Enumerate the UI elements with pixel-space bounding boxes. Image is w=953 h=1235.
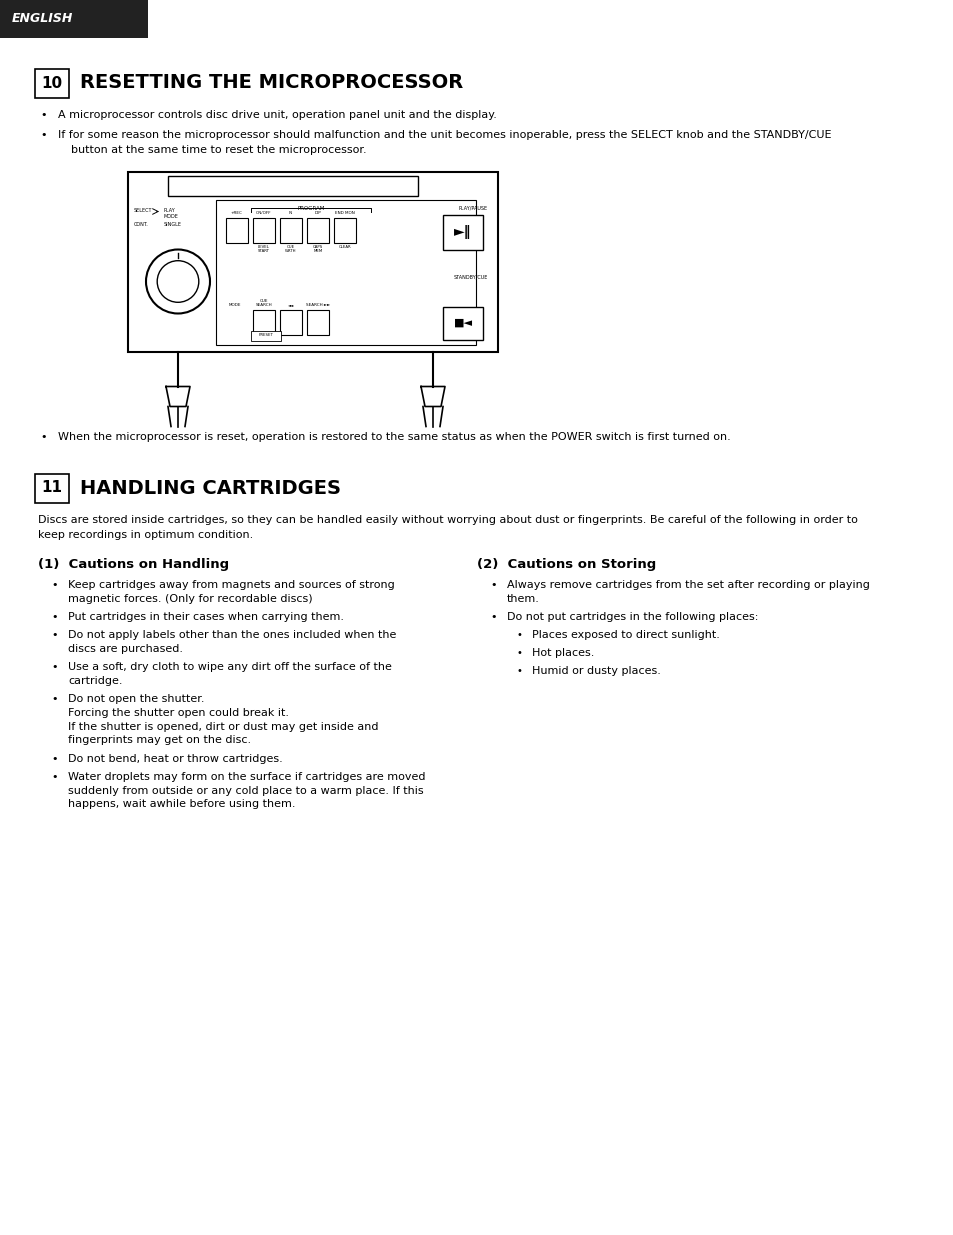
Text: •: • bbox=[51, 662, 58, 673]
Text: ►‖: ►‖ bbox=[454, 225, 471, 240]
FancyBboxPatch shape bbox=[253, 310, 274, 335]
Text: ◄◄: ◄◄ bbox=[288, 304, 294, 308]
Text: suddenly from outside or any cold place to a warm place. If this: suddenly from outside or any cold place … bbox=[68, 785, 423, 795]
Text: DIP: DIP bbox=[314, 211, 321, 215]
Text: Keep cartridges away from magnets and sources of strong: Keep cartridges away from magnets and so… bbox=[68, 580, 395, 590]
Text: them.: them. bbox=[506, 594, 539, 604]
Text: CUE
SEARCH: CUE SEARCH bbox=[255, 299, 272, 308]
FancyBboxPatch shape bbox=[251, 331, 281, 341]
Text: HANDLING CARTRIDGES: HANDLING CARTRIDGES bbox=[80, 478, 340, 498]
Text: ■◄: ■◄ bbox=[453, 317, 472, 329]
FancyBboxPatch shape bbox=[253, 217, 274, 242]
Text: CUE: CUE bbox=[287, 245, 294, 248]
Text: Put cartridges in their cases when carrying them.: Put cartridges in their cases when carry… bbox=[68, 613, 344, 622]
Text: 10: 10 bbox=[41, 75, 63, 90]
Text: Water droplets may form on the surface if cartridges are moved: Water droplets may form on the surface i… bbox=[68, 772, 425, 782]
Text: cartridge.: cartridge. bbox=[68, 676, 122, 685]
Text: •: • bbox=[516, 631, 521, 641]
FancyBboxPatch shape bbox=[128, 172, 497, 352]
Text: SEARCH ►►: SEARCH ►► bbox=[306, 304, 330, 308]
Text: MEM: MEM bbox=[313, 249, 322, 253]
Text: +REC: +REC bbox=[231, 211, 243, 215]
Text: CLEAR: CLEAR bbox=[338, 245, 351, 248]
Text: keep recordings in optimum condition.: keep recordings in optimum condition. bbox=[38, 531, 253, 541]
Text: discs are purchased.: discs are purchased. bbox=[68, 643, 183, 655]
Text: SELECT: SELECT bbox=[133, 207, 152, 212]
Text: Do not apply labels other than the ones included when the: Do not apply labels other than the ones … bbox=[68, 631, 395, 641]
Text: CAPS: CAPS bbox=[313, 245, 323, 248]
Text: Forcing the shutter open could break it.: Forcing the shutter open could break it. bbox=[68, 708, 289, 718]
FancyBboxPatch shape bbox=[0, 0, 148, 38]
Text: Always remove cartridges from the set after recording or playing: Always remove cartridges from the set af… bbox=[506, 580, 869, 590]
Text: fingerprints may get on the disc.: fingerprints may get on the disc. bbox=[68, 735, 251, 745]
FancyBboxPatch shape bbox=[334, 217, 355, 242]
Text: If the shutter is opened, dirt or dust may get inside and: If the shutter is opened, dirt or dust m… bbox=[68, 721, 378, 731]
Text: •: • bbox=[51, 772, 58, 782]
Text: Hot places.: Hot places. bbox=[532, 648, 594, 658]
Text: SINGLE: SINGLE bbox=[164, 221, 182, 226]
Text: •: • bbox=[41, 130, 48, 140]
FancyBboxPatch shape bbox=[35, 69, 69, 98]
Polygon shape bbox=[166, 387, 190, 406]
FancyBboxPatch shape bbox=[442, 215, 482, 249]
Text: ON/OFF: ON/OFF bbox=[256, 211, 272, 215]
Text: Do not put cartridges in the following places:: Do not put cartridges in the following p… bbox=[506, 613, 758, 622]
Text: WRTH: WRTH bbox=[285, 249, 296, 253]
Text: button at the same time to reset the microprocessor.: button at the same time to reset the mic… bbox=[71, 144, 366, 156]
Text: Do not bend, heat or throw cartridges.: Do not bend, heat or throw cartridges. bbox=[68, 753, 282, 763]
Text: MODE: MODE bbox=[229, 304, 241, 308]
Text: •: • bbox=[51, 580, 58, 590]
Text: When the microprocessor is reset, operation is restored to the same status as wh: When the microprocessor is reset, operat… bbox=[58, 431, 730, 441]
Text: •: • bbox=[51, 694, 58, 704]
FancyBboxPatch shape bbox=[280, 217, 302, 242]
Text: PRESET: PRESET bbox=[258, 333, 274, 337]
Text: STANDBY/CUE: STANDBY/CUE bbox=[453, 274, 488, 279]
Text: Discs are stored inside cartridges, so they can be handled easily without worryi: Discs are stored inside cartridges, so t… bbox=[38, 515, 857, 525]
FancyBboxPatch shape bbox=[442, 306, 482, 340]
Text: •: • bbox=[41, 110, 48, 120]
Text: •: • bbox=[51, 753, 58, 763]
Text: MODE: MODE bbox=[164, 214, 178, 219]
Text: (2)  Cautions on Storing: (2) Cautions on Storing bbox=[476, 558, 656, 571]
Text: •: • bbox=[490, 613, 497, 622]
Text: RESETTING THE MICROPROCESSOR: RESETTING THE MICROPROCESSOR bbox=[80, 74, 463, 93]
Text: IN: IN bbox=[289, 211, 293, 215]
Text: •: • bbox=[516, 666, 521, 676]
Text: PROGRAM: PROGRAM bbox=[297, 205, 324, 210]
Text: START: START bbox=[257, 249, 270, 253]
Text: •: • bbox=[490, 580, 497, 590]
Text: •: • bbox=[51, 613, 58, 622]
Text: LEVEL: LEVEL bbox=[258, 245, 270, 248]
FancyBboxPatch shape bbox=[168, 175, 417, 195]
Text: •: • bbox=[516, 648, 521, 658]
Text: •: • bbox=[51, 631, 58, 641]
Text: (1)  Cautions on Handling: (1) Cautions on Handling bbox=[38, 558, 229, 571]
FancyBboxPatch shape bbox=[280, 310, 302, 335]
FancyBboxPatch shape bbox=[35, 474, 69, 503]
FancyBboxPatch shape bbox=[215, 200, 476, 345]
Text: If for some reason the microprocessor should malfunction and the unit becomes in: If for some reason the microprocessor sh… bbox=[58, 130, 831, 140]
Text: A microprocessor controls disc drive unit, operation panel unit and the display.: A microprocessor controls disc drive uni… bbox=[58, 110, 497, 120]
Text: happens, wait awhile before using them.: happens, wait awhile before using them. bbox=[68, 799, 295, 809]
Text: Places exposed to direct sunlight.: Places exposed to direct sunlight. bbox=[532, 631, 720, 641]
Text: END MON: END MON bbox=[335, 211, 355, 215]
Polygon shape bbox=[420, 387, 444, 406]
Text: ENGLISH: ENGLISH bbox=[12, 12, 73, 26]
Text: 11: 11 bbox=[42, 480, 63, 495]
FancyBboxPatch shape bbox=[307, 310, 329, 335]
Text: •: • bbox=[41, 431, 48, 441]
Text: Humid or dusty places.: Humid or dusty places. bbox=[532, 666, 660, 676]
FancyBboxPatch shape bbox=[226, 217, 248, 242]
Text: CONT.: CONT. bbox=[133, 221, 149, 226]
FancyBboxPatch shape bbox=[307, 217, 329, 242]
Text: Do not open the shutter.: Do not open the shutter. bbox=[68, 694, 204, 704]
Text: PLAY: PLAY bbox=[164, 207, 175, 212]
Text: magnetic forces. (Only for recordable discs): magnetic forces. (Only for recordable di… bbox=[68, 594, 313, 604]
Text: Use a soft, dry cloth to wipe any dirt off the surface of the: Use a soft, dry cloth to wipe any dirt o… bbox=[68, 662, 392, 673]
Text: PLAY/PAUSE: PLAY/PAUSE bbox=[458, 205, 488, 210]
